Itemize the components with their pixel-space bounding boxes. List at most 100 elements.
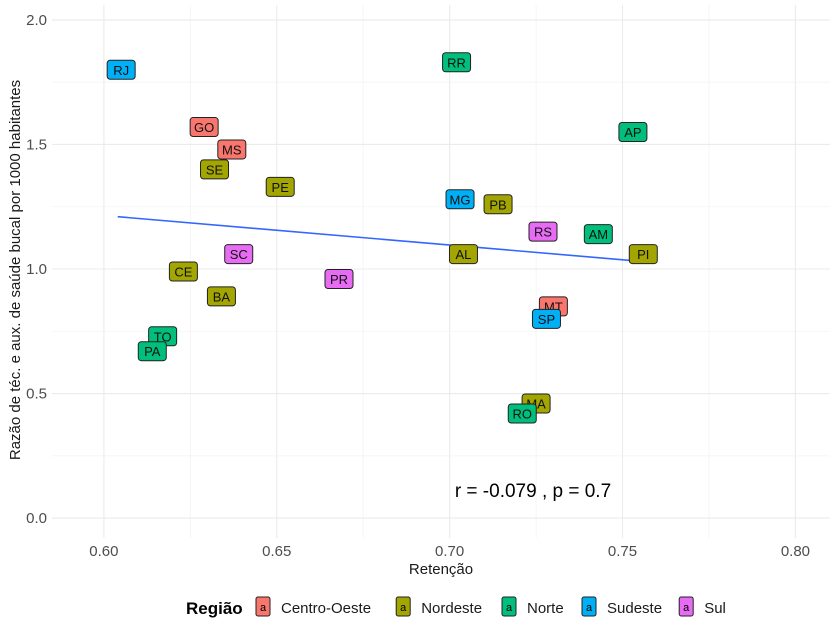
point-pr: PR [324, 268, 354, 289]
grid [52, 5, 830, 538]
point-mg: MG [445, 189, 475, 210]
point-ap: AP [618, 122, 648, 143]
legend-key-glyph: a [506, 602, 513, 614]
point-label: TO [154, 329, 172, 344]
y-tick-label: 0.0 [26, 510, 47, 527]
legend: Região a Centro-Oeste a Nordeste a Norte a Sude… [186, 596, 726, 618]
point-box [531, 308, 561, 329]
point-rj: RJ [106, 59, 136, 80]
legend-item: a Sudeste [581, 596, 662, 617]
point-box [224, 244, 254, 265]
legend-swatch [255, 596, 271, 617]
legend-label: Norte [527, 600, 564, 617]
trend-line [117, 215, 644, 263]
point-label: AM [589, 227, 609, 242]
point-label: CE [174, 265, 192, 280]
legend-key-glyph: a [683, 602, 690, 614]
point-pa: PA [137, 341, 167, 362]
point-box [324, 268, 354, 289]
point-ms: MS [217, 139, 247, 160]
legend-item: a Centro-Oeste [255, 596, 371, 617]
y-axis-title: Razão de téc. e aux. de saúde bucal por … [7, 80, 24, 460]
y-tick-label: 1.5 [26, 136, 47, 153]
point-label: RO [513, 406, 533, 421]
point-label: PA [144, 344, 161, 359]
x-tick-label: 0.75 [608, 543, 637, 560]
point-label: SE [206, 162, 224, 177]
point-box [106, 59, 136, 80]
point-go: GO [189, 117, 219, 138]
point-label: GO [194, 120, 214, 135]
legend-label: Sudeste [607, 600, 662, 617]
point-pi: PI [628, 244, 658, 265]
point-se: SE [200, 159, 230, 180]
legend-swatch [395, 596, 411, 617]
point-label: PE [272, 180, 290, 195]
legend-swatch [501, 596, 517, 617]
x-tick-label: 0.80 [781, 543, 810, 560]
point-label: BA [213, 289, 231, 304]
point-label: SC [230, 247, 248, 262]
legend-item: a Nordeste [395, 596, 482, 617]
point-box [483, 194, 513, 215]
x-tick-label: 0.70 [435, 543, 464, 560]
legend-swatch [581, 596, 597, 617]
point-label: AP [624, 125, 641, 140]
point-pb: PB [483, 194, 513, 215]
point-label: PI [637, 247, 649, 262]
legend-item: a Norte [501, 596, 564, 617]
legend-key-glyph: a [260, 602, 267, 614]
legend-key-glyph: a [400, 602, 407, 614]
point-ce: CE [168, 261, 198, 282]
x-axis-title: Retenção [409, 561, 473, 578]
axis-ticks: 0.60 0.65 0.70 0.75 0.80 0.0 0.5 1.0 1.5 2.0 [26, 12, 810, 560]
point-box [618, 122, 648, 143]
point-box [206, 286, 236, 307]
point-box [189, 117, 219, 138]
point-sp: SP [531, 308, 561, 329]
point-box [507, 403, 537, 424]
point-rr: RR [442, 52, 472, 73]
point-label: SP [538, 312, 555, 327]
legend-title: Região [186, 599, 243, 618]
point-label: MS [222, 142, 242, 157]
x-tick-label: 0.60 [89, 543, 118, 560]
point-label: AL [456, 247, 472, 262]
y-tick-label: 2.0 [26, 12, 47, 29]
point-ro: RO [507, 403, 537, 424]
legend-label: Nordeste [421, 600, 482, 617]
point-ba: BA [206, 286, 236, 307]
point-label: RJ [113, 63, 129, 78]
point-box [217, 139, 247, 160]
point-box [137, 341, 167, 362]
legend-label: Centro-Oeste [281, 600, 371, 617]
point-box [628, 244, 658, 265]
point-box [265, 176, 295, 197]
point-label: PB [489, 197, 506, 212]
y-tick-label: 0.5 [26, 386, 47, 403]
point-sc: SC [224, 244, 254, 265]
point-label: RS [534, 225, 552, 240]
correlation-annotation: r = -0.079 , p = 0.7 [455, 481, 611, 502]
point-am: AM [583, 224, 613, 245]
point-box [442, 52, 472, 73]
legend-swatch [678, 596, 694, 617]
y-tick-label: 1.0 [26, 261, 47, 278]
point-label: MG [450, 192, 471, 207]
point-label: PR [330, 272, 348, 287]
point-box [445, 189, 475, 210]
point-rs: RS [528, 221, 558, 242]
point-to: TO [148, 326, 178, 347]
point-box [200, 159, 230, 180]
point-label: RR [447, 55, 466, 70]
point-box [168, 261, 198, 282]
legend-item: a Sul [678, 596, 726, 617]
point-box [583, 224, 613, 245]
point-pe: PE [265, 176, 295, 197]
legend-key-glyph: a [586, 602, 593, 614]
point-box [448, 244, 478, 265]
legend-label: Sul [704, 600, 726, 617]
point-box [528, 221, 558, 242]
